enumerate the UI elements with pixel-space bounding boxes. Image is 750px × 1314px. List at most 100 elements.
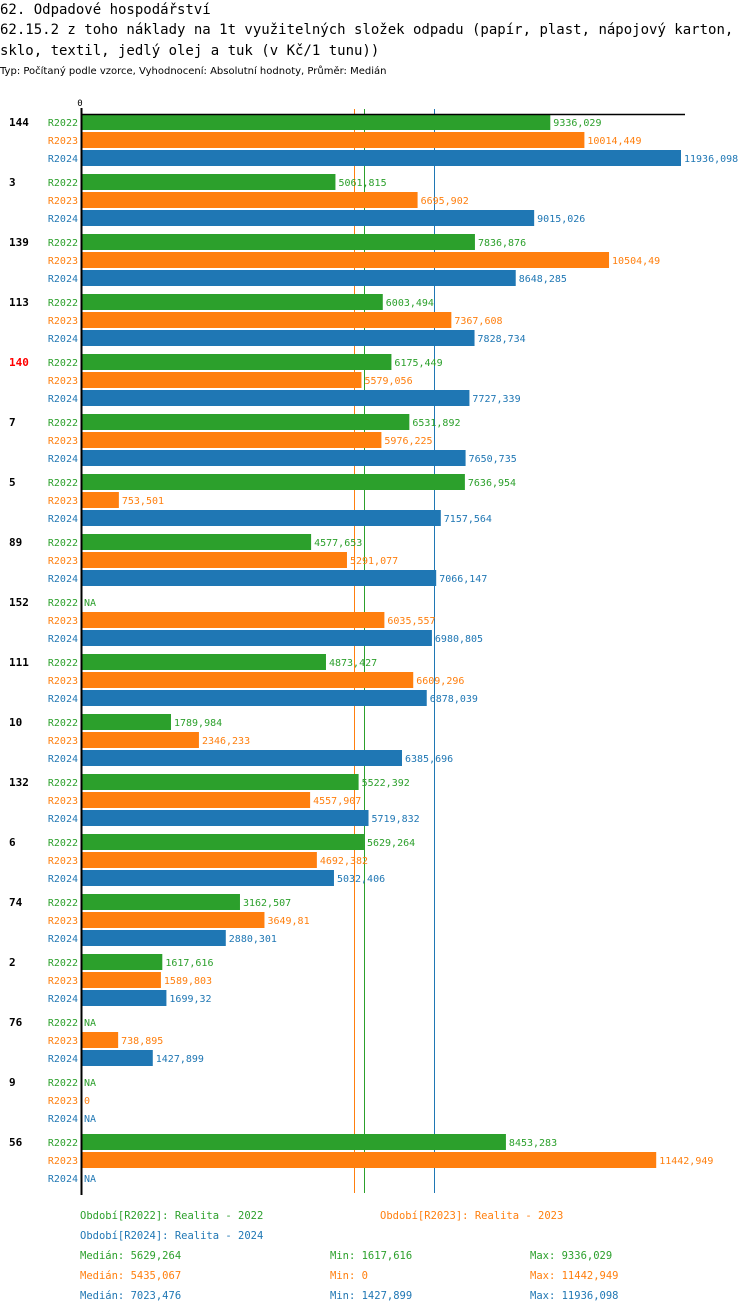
- series-label: R2024: [48, 394, 78, 405]
- bar-r2024: [81, 1050, 153, 1066]
- series-label: R2023: [48, 376, 78, 387]
- legend-min-r2023: Min: 0: [330, 1270, 368, 1282]
- data-label: 1789,984: [174, 718, 222, 729]
- category-label: 144: [9, 116, 29, 129]
- series-label: R2024: [48, 874, 78, 885]
- category-label: 5: [9, 476, 16, 489]
- data-label: 1427,899: [156, 1054, 204, 1065]
- data-label: 1617,616: [165, 958, 213, 969]
- series-label: R2024: [48, 754, 78, 765]
- data-label: 753,501: [122, 496, 164, 507]
- series-label: R2022: [48, 718, 78, 729]
- bar-r2022: [81, 294, 383, 310]
- data-label: 9336,029: [553, 118, 601, 129]
- section-title: 62. Odpadové hospodářství: [0, 2, 211, 18]
- data-label: 4692,382: [320, 856, 368, 867]
- series-label: R2022: [48, 538, 78, 549]
- bar-r2024: [81, 750, 402, 766]
- series-label: R2024: [48, 1174, 78, 1185]
- data-label: 5579,056: [364, 376, 412, 387]
- series-label: R2022: [48, 898, 78, 909]
- data-label: 7367,608: [454, 316, 502, 327]
- data-label: 5629,264: [367, 838, 415, 849]
- bar-r2022: [81, 894, 240, 910]
- bar-r2022: [81, 954, 163, 970]
- bar-r2024: [81, 150, 681, 166]
- bar-r2023: [81, 132, 585, 148]
- data-label: 7727,339: [472, 394, 520, 405]
- bar-r2023: [81, 552, 347, 568]
- series-label: R2022: [48, 298, 78, 309]
- data-label: 6175,449: [394, 358, 442, 369]
- x-tick-label: 0: [77, 99, 82, 109]
- legend-min-r2022: Min: 1617,616: [330, 1250, 413, 1262]
- bar-r2022: [81, 354, 392, 370]
- legend-max-r2022: Max: 9336,029: [530, 1250, 613, 1262]
- bar-r2024: [81, 810, 369, 826]
- series-label: R2022: [48, 358, 78, 369]
- category-label: 113: [9, 296, 29, 309]
- data-label: NA: [84, 1018, 96, 1029]
- data-label: 3649,81: [267, 916, 309, 927]
- series-label: R2024: [48, 1054, 78, 1065]
- series-label: R2023: [48, 676, 78, 687]
- legend-period-r2022: Období[R2022]: Realita - 2022: [80, 1210, 264, 1222]
- data-label: 7636,954: [468, 478, 516, 489]
- series-label: R2023: [48, 256, 78, 267]
- series-label: R2023: [48, 1096, 78, 1107]
- category-label: 89: [9, 536, 22, 549]
- category-label: 74: [9, 896, 23, 909]
- data-label: 11936,098: [684, 154, 738, 165]
- data-label: 1699,32: [169, 994, 211, 1005]
- series-label: R2023: [48, 796, 78, 807]
- data-label: 6609,296: [416, 676, 464, 687]
- series-label: R2024: [48, 454, 78, 465]
- data-label: 6035,557: [387, 616, 435, 627]
- data-label: 7650,735: [469, 454, 517, 465]
- series-label: R2023: [48, 196, 78, 207]
- bar-r2022: [81, 114, 551, 130]
- series-label: R2022: [48, 1018, 78, 1029]
- series-label: R2024: [48, 1114, 78, 1125]
- series-label: R2022: [48, 118, 78, 129]
- series-label: R2022: [48, 178, 78, 189]
- series-label: R2024: [48, 994, 78, 1005]
- data-label: 8648,285: [519, 274, 567, 285]
- series-label: R2022: [48, 1138, 78, 1149]
- bar-r2022: [81, 834, 364, 850]
- bar-r2024: [81, 210, 535, 226]
- series-label: R2024: [48, 634, 78, 645]
- data-label: 6878,039: [430, 694, 478, 705]
- series-label: R2022: [48, 778, 78, 789]
- data-label: 6695,902: [421, 196, 469, 207]
- data-label: NA: [84, 598, 96, 609]
- data-label: 1589,803: [164, 976, 212, 987]
- bar-r2023: [81, 612, 385, 628]
- data-label: 5719,832: [372, 814, 420, 825]
- series-label: R2023: [48, 856, 78, 867]
- data-label: 7157,564: [444, 514, 492, 525]
- category-label: 132: [9, 776, 29, 789]
- bar-r2024: [81, 390, 470, 406]
- legend-min-r2024: Min: 1427,899: [330, 1290, 413, 1302]
- bar-r2024: [81, 930, 226, 946]
- series-label: R2022: [48, 838, 78, 849]
- series-label: R2022: [48, 598, 78, 609]
- category-label: 111: [9, 656, 29, 669]
- bar-r2024: [81, 510, 441, 526]
- series-label: R2023: [48, 436, 78, 447]
- data-label: 6003,494: [386, 298, 434, 309]
- data-label: 7836,876: [478, 238, 526, 249]
- series-label: R2023: [48, 316, 78, 327]
- bar-r2023: [81, 432, 382, 448]
- series-label: R2023: [48, 736, 78, 747]
- legend-period-r2024: Období[R2024]: Realita - 2024: [80, 1230, 264, 1242]
- series-label: R2024: [48, 694, 78, 705]
- series-label: R2023: [48, 616, 78, 627]
- legend-median-r2024: Medián: 7023,476: [80, 1290, 182, 1302]
- bar-r2024: [81, 330, 475, 346]
- series-label: R2023: [48, 1156, 78, 1167]
- bar-r2023: [81, 192, 418, 208]
- data-label: 5976,225: [384, 436, 432, 447]
